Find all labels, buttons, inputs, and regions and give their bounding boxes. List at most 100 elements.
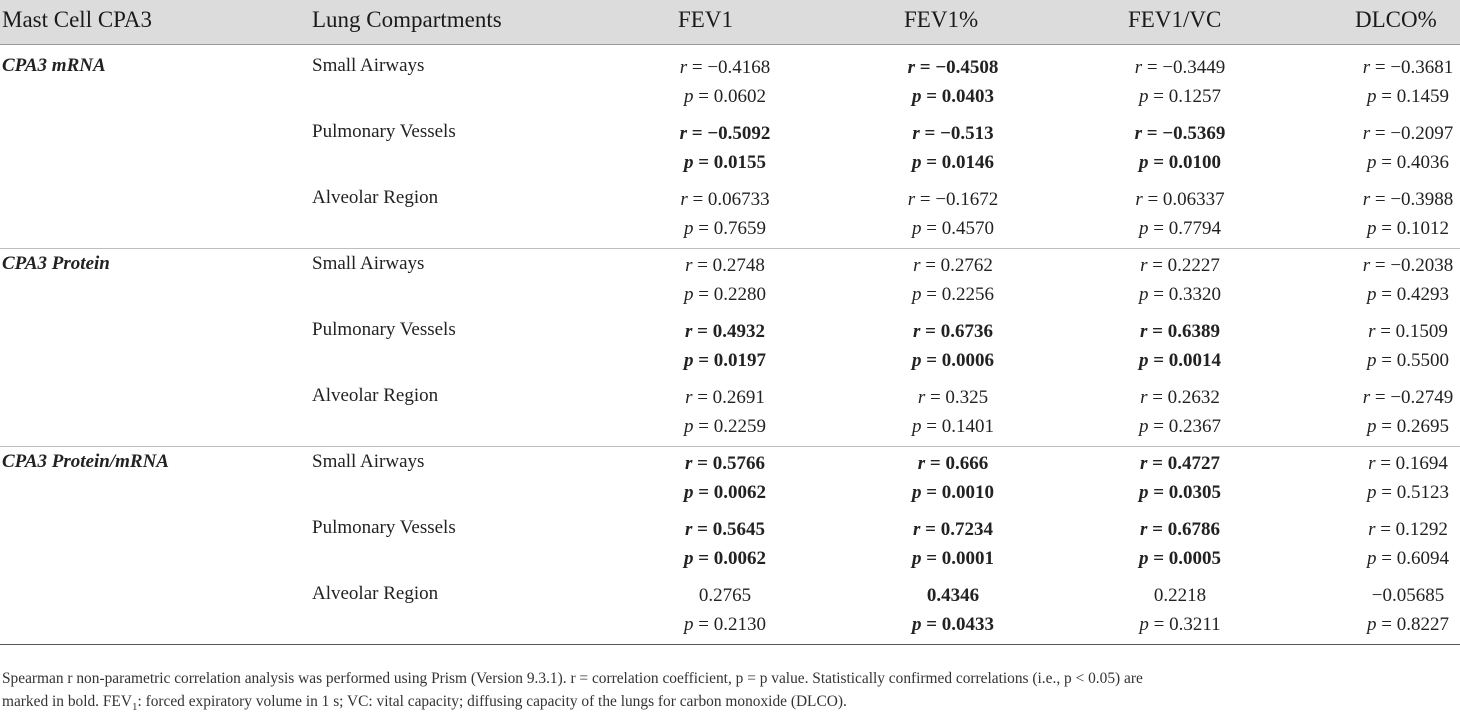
r-value: r = −0.4168 [679,57,771,78]
table-header: Mast Cell CPA3 Lung Compartments FEV1 FE… [0,0,1460,45]
header-fev1-vc: FEV1/VC [1128,7,1222,32]
cell-fev1-vc: r = −0.3449 p = 0.1257 [1095,53,1265,111]
header-lung-compartments: Lung Compartments [312,7,502,32]
cell-fev1-percent: r = 0.7234 p = 0.0001 [868,515,1038,573]
cell-fev1-vc: 0.2218 p = 0.3211 [1095,581,1265,639]
r-value: r = 0.5766 [685,453,765,474]
r-value: r = −0.2038 [1362,255,1454,276]
header-mast-cell: Mast Cell CPA3 [2,7,152,32]
cell-fev1-percent: r = −0.513 p = 0.0146 [868,119,1038,177]
cell-dlco-percent: r = −0.3681 p = 0.1459 [1323,53,1460,111]
r-value: r = 0.325 [917,387,989,408]
r-value: r = −0.3449 [1134,57,1226,78]
r-value: r = −0.3681 [1362,57,1454,78]
cell-dlco-percent: r = 0.1292 p = 0.6094 [1323,515,1460,573]
p-value: p = 0.0006 [911,350,995,371]
cell-fev1-percent: r = 0.325 p = 0.1401 [868,383,1038,441]
table-row: CPA3 Protein Small Airways r = 0.2748 p = 0… [0,248,1460,314]
r-value: r = 0.5645 [685,519,765,540]
p-value: p = 0.0197 [683,350,767,371]
r-value: r = 0.2748 [685,255,765,276]
p-value: p = 0.4570 [912,218,994,239]
r-value: r = 0.6786 [1140,519,1220,540]
cell-fev1: r = 0.5645 p = 0.0062 [640,515,810,573]
p-value: p = 0.0305 [1138,482,1222,503]
header-dlco-percent: DLCO% [1355,7,1437,32]
r-value: r = 0.2691 [685,387,765,408]
cell-dlco-percent: r = −0.2038 p = 0.4293 [1323,251,1460,309]
cell-fev1: 0.2765 p = 0.2130 [640,581,810,639]
row-compartment: Pulmonary Vessels [312,319,456,340]
cell-dlco-percent: r = −0.2097 p = 0.4036 [1323,119,1460,177]
row-compartment: Pulmonary Vessels [312,121,456,142]
p-value: p = 0.0062 [683,482,767,503]
p-value: p = 0.0100 [1138,152,1222,173]
p-value: p = 0.4036 [1367,152,1449,173]
cell-fev1: r = 0.5766 p = 0.0062 [640,449,810,507]
table-row: Pulmonary Vessels r = 0.5645 p = 0.0062 r =… [0,512,1460,578]
cell-fev1-percent: 0.4346 p = 0.0433 [868,581,1038,639]
r-value: r = 0.1292 [1368,519,1448,540]
row-category: CPA3 Protein [2,253,110,274]
row-compartment: Alveolar Region [312,385,439,406]
r-value: r = 0.06733 [680,189,770,210]
r-value: −0.05685 [1371,585,1445,606]
r-value: r = 0.7234 [913,519,993,540]
r-value: r = −0.5369 [1134,123,1226,144]
cell-dlco-percent: −0.05685 p = 0.8227 [1323,581,1460,639]
table-row: Alveolar Region r = 0.06733 p = 0.7659 r = … [0,182,1460,249]
cell-dlco-percent: r = −0.3988 p = 0.1012 [1323,185,1460,243]
r-value: r = −0.2097 [1362,123,1454,144]
r-value: r = 0.666 [917,453,989,474]
cell-fev1-percent: r = 0.666 p = 0.0010 [868,449,1038,507]
table-row: Alveolar Region 0.2765 p = 0.2130 0.4346 p =… [0,578,1460,645]
p-value: p = 0.0433 [911,614,995,635]
cell-fev1: r = −0.5092 p = 0.0155 [640,119,810,177]
r-value: r = −0.3988 [1362,189,1454,210]
cell-fev1-vc: r = 0.06337 p = 0.7794 [1095,185,1265,243]
p-value: p = 0.1012 [1367,218,1449,239]
row-category: CPA3 Protein/mRNA [2,451,169,472]
cell-fev1: r = 0.4932 p = 0.0197 [640,317,810,375]
cell-dlco-percent: r = −0.2749 p = 0.2695 [1323,383,1460,441]
p-value: p = 0.2259 [684,416,766,437]
p-value: p = 0.0602 [684,86,766,107]
p-value: p = 0.2280 [684,284,766,305]
p-value: p = 0.7659 [684,218,766,239]
cell-fev1-vc: r = 0.4727 p = 0.0305 [1095,449,1265,507]
r-value: 0.2218 [1153,585,1207,606]
cell-fev1-vc: r = 0.2632 p = 0.2367 [1095,383,1265,441]
r-value: r = −0.513 [912,123,994,144]
table-row: Pulmonary Vessels r = 0.4932 p = 0.0197 r =… [0,314,1460,380]
p-value: p = 0.3211 [1139,614,1221,635]
table-row: CPA3 Protein/mRNA Small Airways r = 0.5766… [0,446,1460,512]
p-value: p = 0.6094 [1367,548,1449,569]
header-fev1-percent: FEV1% [904,7,979,32]
r-value: r = −0.4508 [907,57,999,78]
cell-dlco-percent: r = 0.1694 p = 0.5123 [1323,449,1460,507]
r-value: r = 0.6736 [913,321,993,342]
row-compartment: Small Airways [312,55,425,76]
row-compartment: Alveolar Region [312,187,439,208]
footnote-subscript: 1 [131,701,138,714]
footnote-line-2-end: : forced expiratory volume in 1 s; VC: v… [137,693,847,710]
row-compartment: Alveolar Region [312,583,439,604]
p-value: p = 0.0403 [911,86,995,107]
cell-fev1-vc: r = 0.6786 p = 0.0005 [1095,515,1265,573]
p-value: p = 0.2695 [1367,416,1449,437]
p-value: p = 0.8227 [1367,614,1449,635]
r-value: r = 0.6389 [1140,321,1220,342]
cell-fev1: r = −0.4168 p = 0.0602 [640,53,810,111]
p-value: p = 0.4293 [1367,284,1449,305]
row-compartment: Small Airways [312,451,425,472]
r-value: r = −0.2749 [1362,387,1454,408]
footnote-line-2-start: marked in bold. FEV [2,693,132,710]
p-value: p = 0.0010 [911,482,995,503]
cell-fev1: r = 0.06733 p = 0.7659 [640,185,810,243]
p-value: p = 0.1257 [1139,86,1221,107]
row-category: CPA3 mRNA [2,55,106,76]
p-value: p = 0.7794 [1139,218,1221,239]
cell-fev1-vc: r = 0.2227 p = 0.3320 [1095,251,1265,309]
p-value: p = 0.0014 [1138,350,1222,371]
r-value: r = −0.1672 [907,189,999,210]
